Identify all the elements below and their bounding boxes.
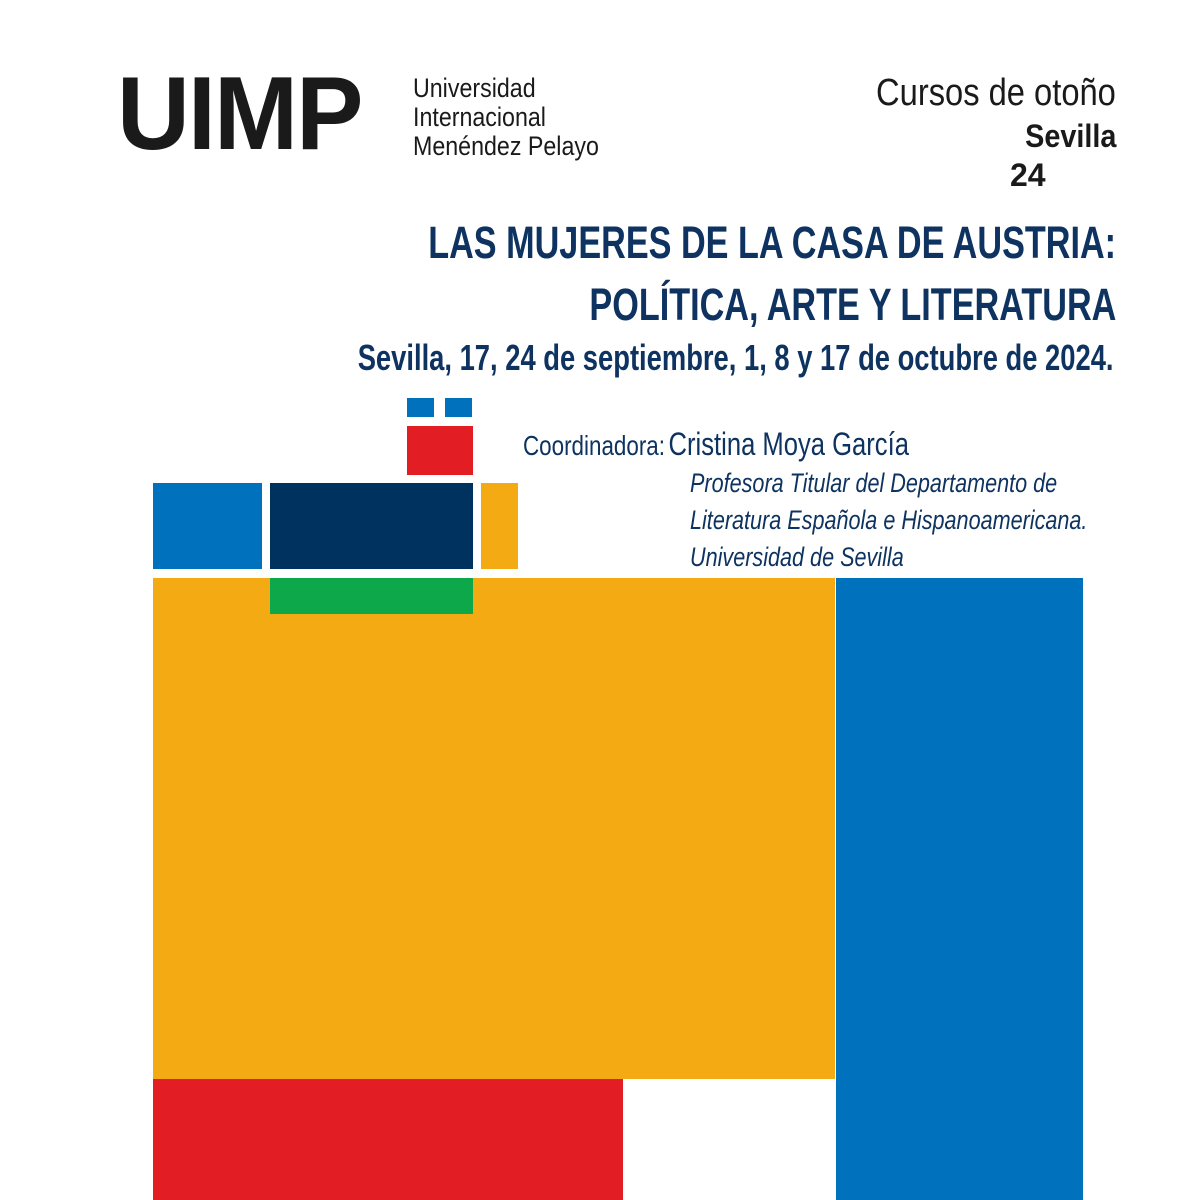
series-year: 24 [1010,157,1046,193]
logo-line-3: Menéndez Pelayo [413,131,599,161]
series-label: Cursos de otoño [876,72,1116,114]
course-dates: Sevilla, 17, 24 de septiembre, 1, 8 y 17… [358,337,1114,378]
affiliation-line-2: Literatura Española e Hispanoamericana. [690,505,1088,535]
navy-block [270,483,473,569]
affiliation-line-1: Profesora Titular del Departamento de [690,468,1058,498]
affiliation-line-3: Universidad de Sevilla [690,542,904,572]
red-square-top [407,426,473,475]
course-title-line-2: POLÍTICA, ARTE Y LITERATURA [589,279,1116,330]
red-block-bottom [153,1079,623,1200]
series-city: Sevilla [1024,118,1116,154]
coordinator-name: Cristina Moya García [668,426,909,462]
small-blue-square-left [407,398,434,417]
yellow-strip-small [481,483,518,569]
coordinator-row: Coordinadora: Cristina Moya García [523,428,909,460]
small-blue-square-right [445,398,472,417]
logo-line-1: Universidad [413,73,536,103]
green-bar [270,578,473,614]
course-title-line-1: LAS MUJERES DE LA CASA DE AUSTRIA: [428,217,1116,268]
blue-square-left [153,483,262,569]
coordinator-label: Coordinadora: [523,430,665,461]
logo-line-2: Internacional [413,102,546,132]
uimp-logo-text: Universidad Internacional Menéndez Pelay… [413,74,599,161]
yellow-block-large [153,578,835,1079]
blue-column-right [836,578,1083,1200]
uimp-logo-mark: UIMP [117,56,363,172]
